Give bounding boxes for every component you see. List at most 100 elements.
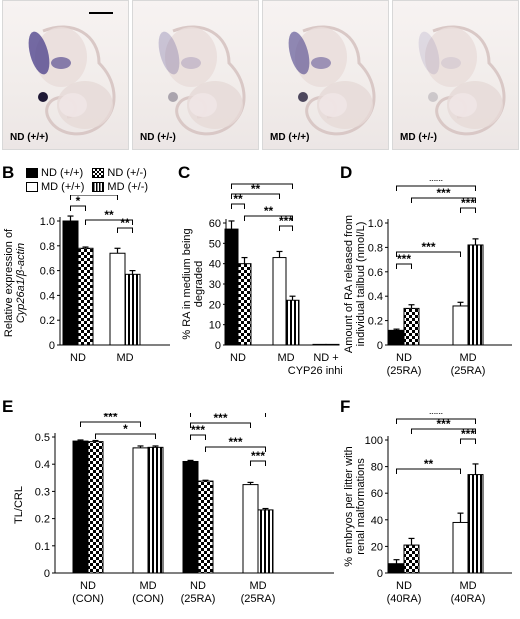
- x-group-label-line: (25RA): [387, 365, 422, 377]
- x-group-label-line: (40RA): [451, 593, 486, 605]
- bracket-line: [231, 183, 293, 189]
- embryo-illustration: [28, 25, 116, 136]
- embryo-illustration: [288, 25, 376, 136]
- photo-label: MD (+/-): [400, 132, 437, 143]
- bar: [388, 563, 405, 574]
- x-group-label-line: (25RA): [241, 593, 276, 605]
- significance-bracket: **: [117, 216, 133, 233]
- legend-label: ND (+/-): [107, 167, 147, 179]
- stain-region: [158, 31, 180, 75]
- bar: [182, 460, 199, 574]
- y-axis-label: Amount of RA released fromindividual tai…: [343, 215, 367, 353]
- significance-bracket: ***: [396, 413, 476, 424]
- y-tick-label: 1.0: [40, 216, 55, 228]
- y-tick-label: 0.4: [35, 459, 50, 471]
- panel-f-label: F: [340, 397, 351, 416]
- x-group-label-line: MD: [249, 580, 266, 592]
- embryo-coil-center: [319, 93, 347, 117]
- x-group-label: ND: [70, 352, 86, 364]
- bracket-line: [396, 468, 461, 474]
- significance-stars: ***: [429, 180, 443, 188]
- bracket-line: [85, 219, 133, 225]
- bar: [124, 273, 141, 346]
- photo-label: ND (+/-): [140, 132, 176, 143]
- bar: [452, 521, 469, 574]
- x-group-label-line: MD: [459, 352, 476, 364]
- significance-bracket: *: [70, 195, 118, 200]
- significance-stars: **: [104, 208, 114, 222]
- significance-stars: ***: [436, 186, 450, 200]
- bar: [257, 509, 274, 574]
- bracket-line: [396, 418, 476, 424]
- y-tick-label: 40: [371, 515, 383, 527]
- bracket-line: [95, 433, 156, 439]
- embryo-coil-center: [189, 93, 217, 117]
- embryo-photo: MD (+/+): [262, 0, 389, 150]
- x-group-label-line: CYP26 inhibitor: [288, 365, 342, 377]
- y-tick-label: 0.1: [35, 541, 50, 553]
- bar: [272, 257, 287, 346]
- y-tick-label: 50: [209, 238, 221, 250]
- x-group-label: ND (25RA): [387, 352, 422, 377]
- bar: [132, 447, 149, 574]
- x-group-label: ND: [230, 352, 246, 364]
- significance-stars: **: [233, 192, 243, 206]
- significance-stars: *: [123, 422, 128, 436]
- y-tick-label: 0.4: [40, 290, 55, 302]
- bracket-line: [411, 197, 476, 203]
- significance-stars: ***: [436, 417, 450, 431]
- embryo-head: [425, 27, 477, 87]
- stain-region: [28, 31, 50, 75]
- bar: [72, 440, 89, 574]
- y-axis-label-line: Amount of RA released from: [343, 215, 355, 353]
- bracket-line: [190, 422, 251, 428]
- y-tick-label: 40: [209, 259, 221, 271]
- bracket-line: [460, 207, 476, 213]
- legend-label: MD (+/-): [107, 181, 149, 193]
- y-tick-label: 30: [209, 279, 221, 291]
- y-axis-label: % RA in medium beingdegraded: [181, 228, 205, 339]
- chart-f: % embryos per litter withrenal malformat…: [343, 413, 512, 605]
- significance-bracket: ***: [460, 196, 476, 213]
- y-tick-label: 20: [209, 299, 221, 311]
- legend-item: MD (+/-): [92, 180, 148, 194]
- x-group-label-line: (CON): [132, 593, 164, 605]
- significance-stars: **: [264, 204, 274, 218]
- significance-bracket: ***: [279, 214, 293, 231]
- x-group-label: MD (25RA): [241, 580, 276, 605]
- y-tick-label: 0.6: [40, 266, 55, 278]
- y-tick-label: 0.8: [40, 241, 55, 253]
- x-group-label-line: (25RA): [181, 593, 216, 605]
- bracket-line: [70, 205, 86, 211]
- y-tick-label: 0.2: [40, 315, 55, 327]
- x-group-label-line: ND: [190, 580, 206, 592]
- bracket-line: [460, 438, 476, 444]
- y-tick-label: 0: [377, 340, 383, 352]
- bar: [197, 480, 214, 574]
- chart-b: Relative expression ofCyp26a1/β-actin 0 0.…: [3, 195, 170, 364]
- x-group-label: ND +CYP26 inhibitor: [288, 352, 342, 377]
- y-axis-label-line: renal malformations: [355, 458, 367, 555]
- significance-bracket: *: [95, 422, 156, 439]
- x-group-label-line: (25RA): [451, 365, 486, 377]
- bracket-line: [117, 227, 133, 233]
- significance-bracket: ***: [250, 449, 266, 466]
- y-axis-label-line: Cyp26a1/β-actin: [15, 243, 27, 323]
- significance-bracket: **: [85, 208, 133, 225]
- significance-stars: ***: [191, 423, 205, 437]
- embryo-illustration: [158, 25, 246, 136]
- stain-tailbud: [298, 92, 308, 102]
- y-tick-label: 0.6: [368, 267, 383, 279]
- y-axis-label-line: individual tailbud (nmol/L): [355, 222, 367, 347]
- x-group-label: MD: [116, 352, 133, 364]
- bracket-line: [250, 460, 266, 466]
- embryo-photo: MD (+/-): [392, 0, 519, 150]
- bar: [403, 307, 420, 346]
- bar: [325, 343, 340, 346]
- significance-bracket: ***: [205, 435, 266, 452]
- bracket-line: [396, 263, 412, 269]
- y-tick-label: 10: [209, 320, 221, 332]
- x-group-label: ND (25RA): [181, 580, 216, 605]
- embryo-coil-center: [59, 93, 87, 117]
